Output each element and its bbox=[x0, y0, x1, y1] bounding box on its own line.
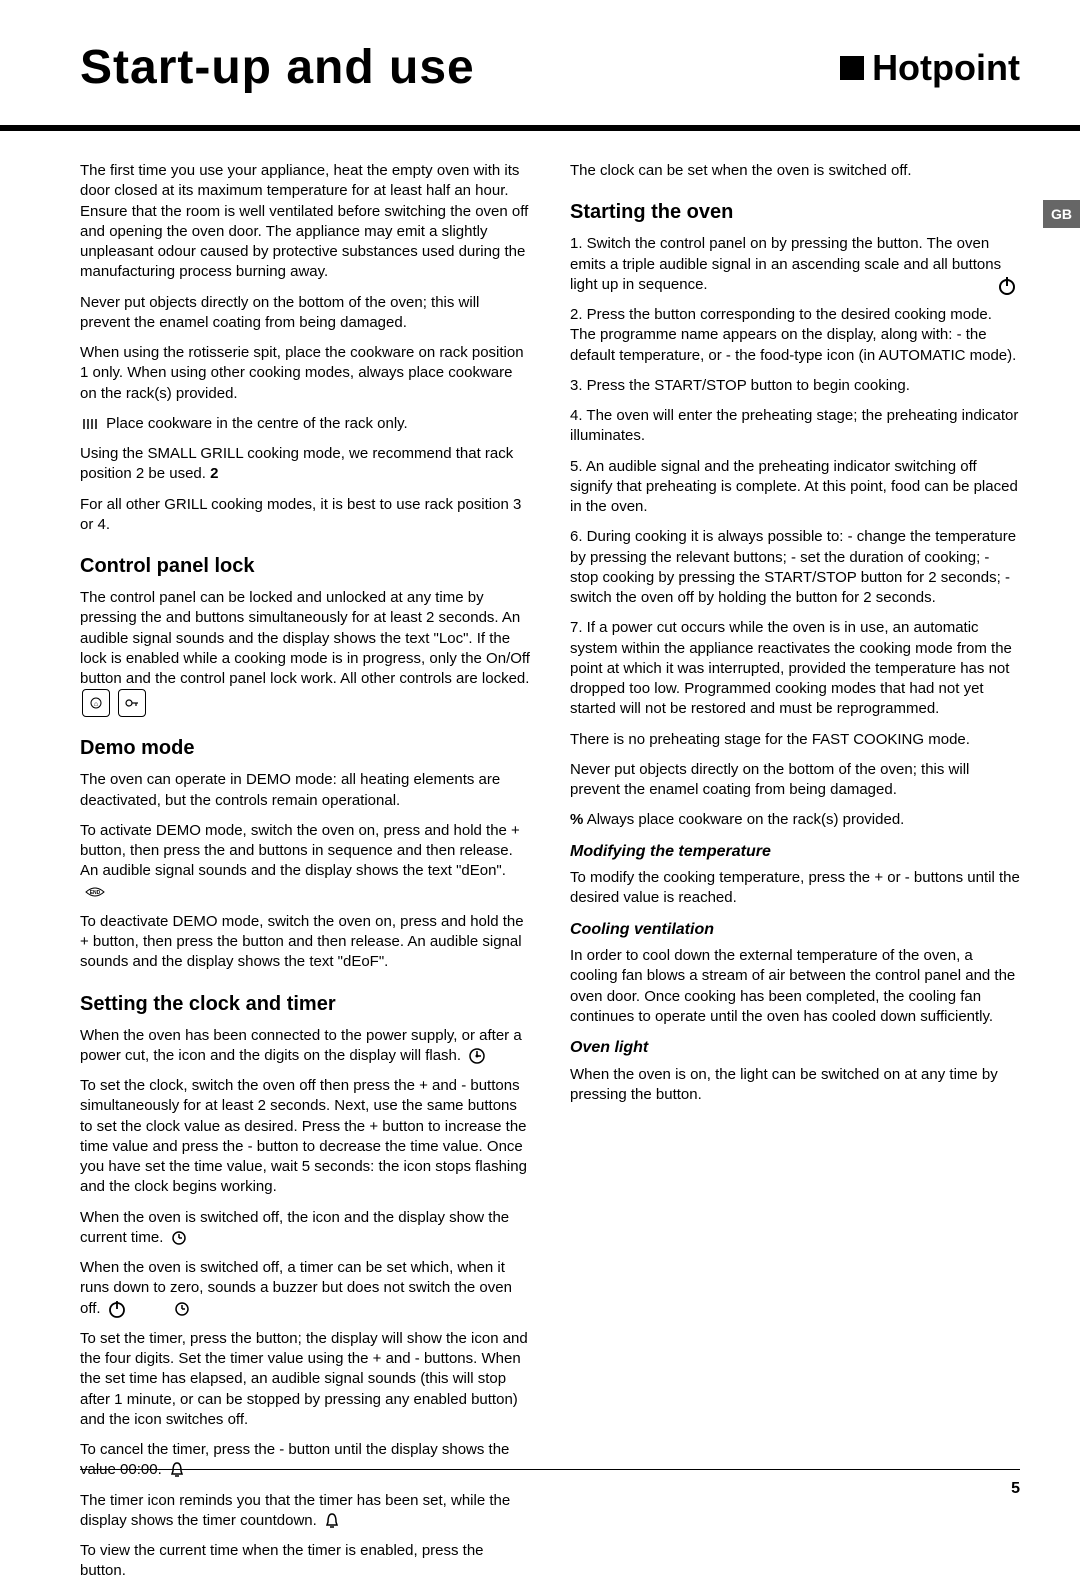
start-note: Never put objects directly on the bottom… bbox=[570, 760, 1020, 801]
clock-para: To view the current time when the timer … bbox=[80, 1541, 530, 1582]
intro-para: The first time you use your appliance, h… bbox=[80, 161, 530, 283]
right-intro: The clock can be set when the oven is sw… bbox=[570, 161, 1020, 181]
start-heading: Starting the oven bbox=[570, 199, 1020, 226]
intro-para: Never put objects directly on the bottom… bbox=[80, 293, 530, 334]
demo-heading: Demo mode bbox=[80, 735, 530, 762]
intro-para: When using the rotisserie spit, place th… bbox=[80, 343, 530, 404]
clock-icon bbox=[170, 1229, 188, 1247]
intro-para: Using the SMALL GRILL cooking mode, we r… bbox=[80, 444, 530, 485]
lock-icon: ⌂ bbox=[82, 689, 110, 717]
start-step: 5. An audible signal and the preheating … bbox=[570, 457, 1020, 518]
power-icon bbox=[107, 1299, 127, 1319]
control-lock-text: The control panel can be locked and unlo… bbox=[80, 588, 530, 717]
page-footer: 5 bbox=[80, 1469, 1020, 1498]
page-number: 5 bbox=[1011, 1480, 1020, 1497]
brand-logo: Hotpoint bbox=[840, 47, 1020, 89]
start-step: 4. The oven will enter the preheating st… bbox=[570, 406, 1020, 447]
right-column: The clock can be set when the oven is sw… bbox=[570, 161, 1020, 1592]
clock-heading: Setting the clock and timer bbox=[80, 991, 530, 1018]
page-title: Start-up and use bbox=[80, 40, 475, 95]
clock-para: To set the timer, press the button; the … bbox=[80, 1329, 530, 1430]
cooling-text: In order to cool down the external tempe… bbox=[570, 946, 1020, 1027]
brand-square-icon bbox=[840, 56, 864, 80]
cooling-heading: Cooling ventilation bbox=[570, 919, 1020, 941]
demo-para: To activate DEMO mode, switch the oven o… bbox=[80, 821, 530, 902]
clock-para: To set the clock, switch the oven off th… bbox=[80, 1076, 530, 1198]
grill-icon bbox=[82, 417, 100, 431]
start-step: 3. Press the START/STOP button to begin … bbox=[570, 376, 1020, 396]
modify-heading: Modifying the temperature bbox=[570, 841, 1020, 863]
control-lock-heading: Control panel lock bbox=[80, 553, 530, 580]
brand-text: Hotpoint bbox=[872, 47, 1020, 89]
intro-para: For all other GRILL cooking modes, it is… bbox=[80, 495, 530, 536]
key-icon bbox=[118, 689, 146, 717]
clock-para: When the oven is switched off, a timer c… bbox=[80, 1258, 530, 1319]
clock-icon bbox=[173, 1300, 191, 1318]
start-note: There is no preheating stage for the FAS… bbox=[570, 730, 1020, 750]
light-heading: Oven light bbox=[570, 1037, 1020, 1059]
start-step: 2. Press the button corresponding to the… bbox=[570, 305, 1020, 366]
clock-icon bbox=[467, 1046, 487, 1066]
clock-para: When the oven has been connected to the … bbox=[80, 1026, 530, 1067]
light-text: When the oven is on, the light can be sw… bbox=[570, 1065, 1020, 1106]
start-note: % Always place cookware on the rack(s) p… bbox=[570, 810, 1020, 830]
start-step: 1. Switch the control panel on by pressi… bbox=[570, 234, 1020, 295]
language-tab: GB bbox=[1043, 200, 1080, 228]
bell-icon bbox=[323, 1512, 341, 1530]
demo-para: The oven can operate in DEMO mode: all h… bbox=[80, 770, 530, 811]
header-divider bbox=[0, 125, 1080, 131]
svg-text:⌂: ⌂ bbox=[94, 701, 98, 708]
clock-para: When the oven is switched off, the icon … bbox=[80, 1208, 530, 1249]
modify-text: To modify the cooking temperature, press… bbox=[570, 868, 1020, 909]
intro-para: Place cookware in the centre of the rack… bbox=[80, 414, 530, 434]
demo-para: To deactivate DEMO mode, switch the oven… bbox=[80, 912, 530, 973]
start-step: 6. During cooking it is always possible … bbox=[570, 527, 1020, 608]
end-icon: END bbox=[82, 882, 108, 902]
power-icon bbox=[996, 275, 1018, 297]
start-step: 7. If a power cut occurs while the oven … bbox=[570, 618, 1020, 719]
left-column: The first time you use your appliance, h… bbox=[80, 161, 530, 1592]
svg-text:END: END bbox=[90, 890, 101, 896]
